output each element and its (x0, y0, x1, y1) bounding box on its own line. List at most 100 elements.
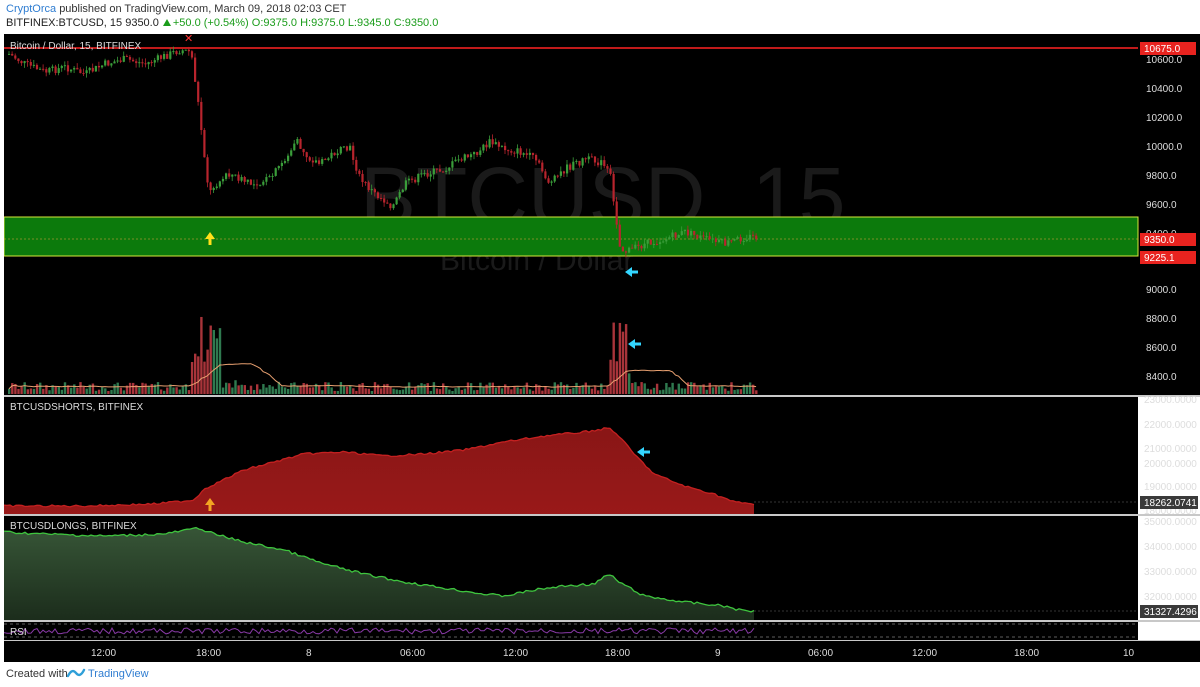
volume-bar (97, 389, 101, 394)
candle-body (640, 245, 643, 249)
volume-bar (631, 383, 634, 394)
candle-body (163, 54, 166, 59)
candle-body (745, 239, 748, 241)
candle-body (63, 65, 66, 67)
candle-body (330, 152, 333, 159)
candle-body (299, 138, 302, 149)
candle-body (457, 159, 460, 161)
volume-bar (733, 389, 736, 394)
volume-bar (380, 388, 383, 394)
candle-body (569, 164, 572, 170)
candle-body (175, 51, 178, 55)
candle-body (243, 177, 246, 182)
volume-bar (101, 386, 104, 394)
candle-body (578, 160, 581, 166)
tradingview-logo-icon[interactable] (66, 666, 86, 680)
candle-body (497, 142, 500, 147)
longs-last-badge (1140, 605, 1198, 618)
chart-area[interactable]: BTCUSD, 15 Bitcoin / Dollar ✕ Bitcoin / … (3, 33, 1200, 662)
candle-body (476, 152, 479, 155)
tradingview-link[interactable]: TradingView (88, 668, 149, 680)
candle-body (107, 60, 110, 66)
candle-body (572, 161, 575, 170)
candle-body (649, 239, 652, 245)
candle-body (256, 184, 259, 186)
price-tick: 10600.0 (1146, 55, 1183, 66)
volume-bar (609, 359, 612, 394)
volume-bar (358, 384, 361, 394)
volume-bar (336, 390, 339, 394)
candle-body (159, 55, 163, 59)
price-tick: 9800.0 (1146, 171, 1177, 182)
main-legend: Bitcoin / Dollar, 15, BITFINEX (10, 41, 141, 52)
pane-separator (4, 514, 1200, 516)
author-link[interactable]: CryptOrca (6, 3, 57, 15)
candle-body (609, 168, 612, 174)
chart-svg[interactable]: BTCUSD, 15 Bitcoin / Dollar ✕ Bitcoin / … (3, 33, 1200, 662)
volume-bar (119, 387, 122, 394)
volume-bar (724, 388, 727, 394)
volume-bar (228, 383, 231, 394)
candle-body (231, 174, 234, 177)
candle-body (488, 139, 491, 148)
candle-body (249, 179, 252, 185)
time-label: 9 (715, 648, 721, 659)
candle-body (748, 234, 752, 240)
candle-body (693, 230, 696, 235)
volume-bar (435, 388, 439, 394)
candle-body (110, 63, 113, 66)
candle-body (655, 243, 659, 245)
candle-body (544, 171, 547, 179)
candle-body (197, 81, 200, 102)
candle-body (17, 58, 20, 62)
candle-body (566, 164, 569, 174)
candle-body (386, 202, 389, 204)
volume-bar (448, 389, 451, 394)
volume-bar (51, 385, 54, 394)
candle-body (302, 148, 305, 153)
publish-header: CryptOrca published on TradingView.com, … (0, 0, 1200, 34)
volume-bar (510, 389, 513, 394)
cyan-left-arrow-icon (625, 267, 638, 277)
rsi-pane-bg (4, 622, 1138, 640)
time-label: 18:00 (1014, 648, 1039, 659)
volume-bar (637, 386, 640, 394)
volume-bar (705, 389, 708, 394)
candle-body (150, 62, 153, 64)
candle-body (76, 67, 79, 70)
time-axis[interactable] (4, 641, 1200, 662)
price-tick: 10400.0 (1146, 84, 1183, 95)
volume-bar (677, 383, 680, 394)
candle-body (293, 143, 296, 151)
time-label: 10 (1123, 648, 1135, 659)
candle-body (522, 153, 525, 155)
volume-bar (674, 389, 677, 394)
candle-body (423, 173, 426, 175)
candle-body (358, 170, 361, 174)
candle-body (125, 55, 128, 57)
candle-body (547, 178, 550, 183)
volume-bar (132, 382, 135, 394)
candle-body (587, 156, 590, 160)
candle-body (714, 238, 717, 243)
candle-body (442, 171, 445, 173)
candle-body (404, 180, 407, 190)
volume-bar (314, 383, 318, 394)
volume-bar (265, 387, 268, 394)
candle-body (116, 60, 119, 62)
price-tick: 9000.0 (1146, 285, 1177, 296)
candle-body (345, 146, 349, 151)
volume-bar (386, 383, 389, 394)
candle-body (234, 174, 237, 176)
candle-body (479, 150, 482, 155)
volume-bar (150, 383, 153, 394)
volume-bar (603, 388, 606, 394)
candle-body (621, 246, 624, 252)
candle-body (101, 65, 104, 68)
candle-body (82, 73, 85, 75)
volume-bar (225, 382, 228, 394)
volume-bar (209, 325, 212, 394)
volume-bar (426, 383, 429, 394)
volume-bar (569, 388, 572, 394)
volume-bar (742, 384, 746, 394)
